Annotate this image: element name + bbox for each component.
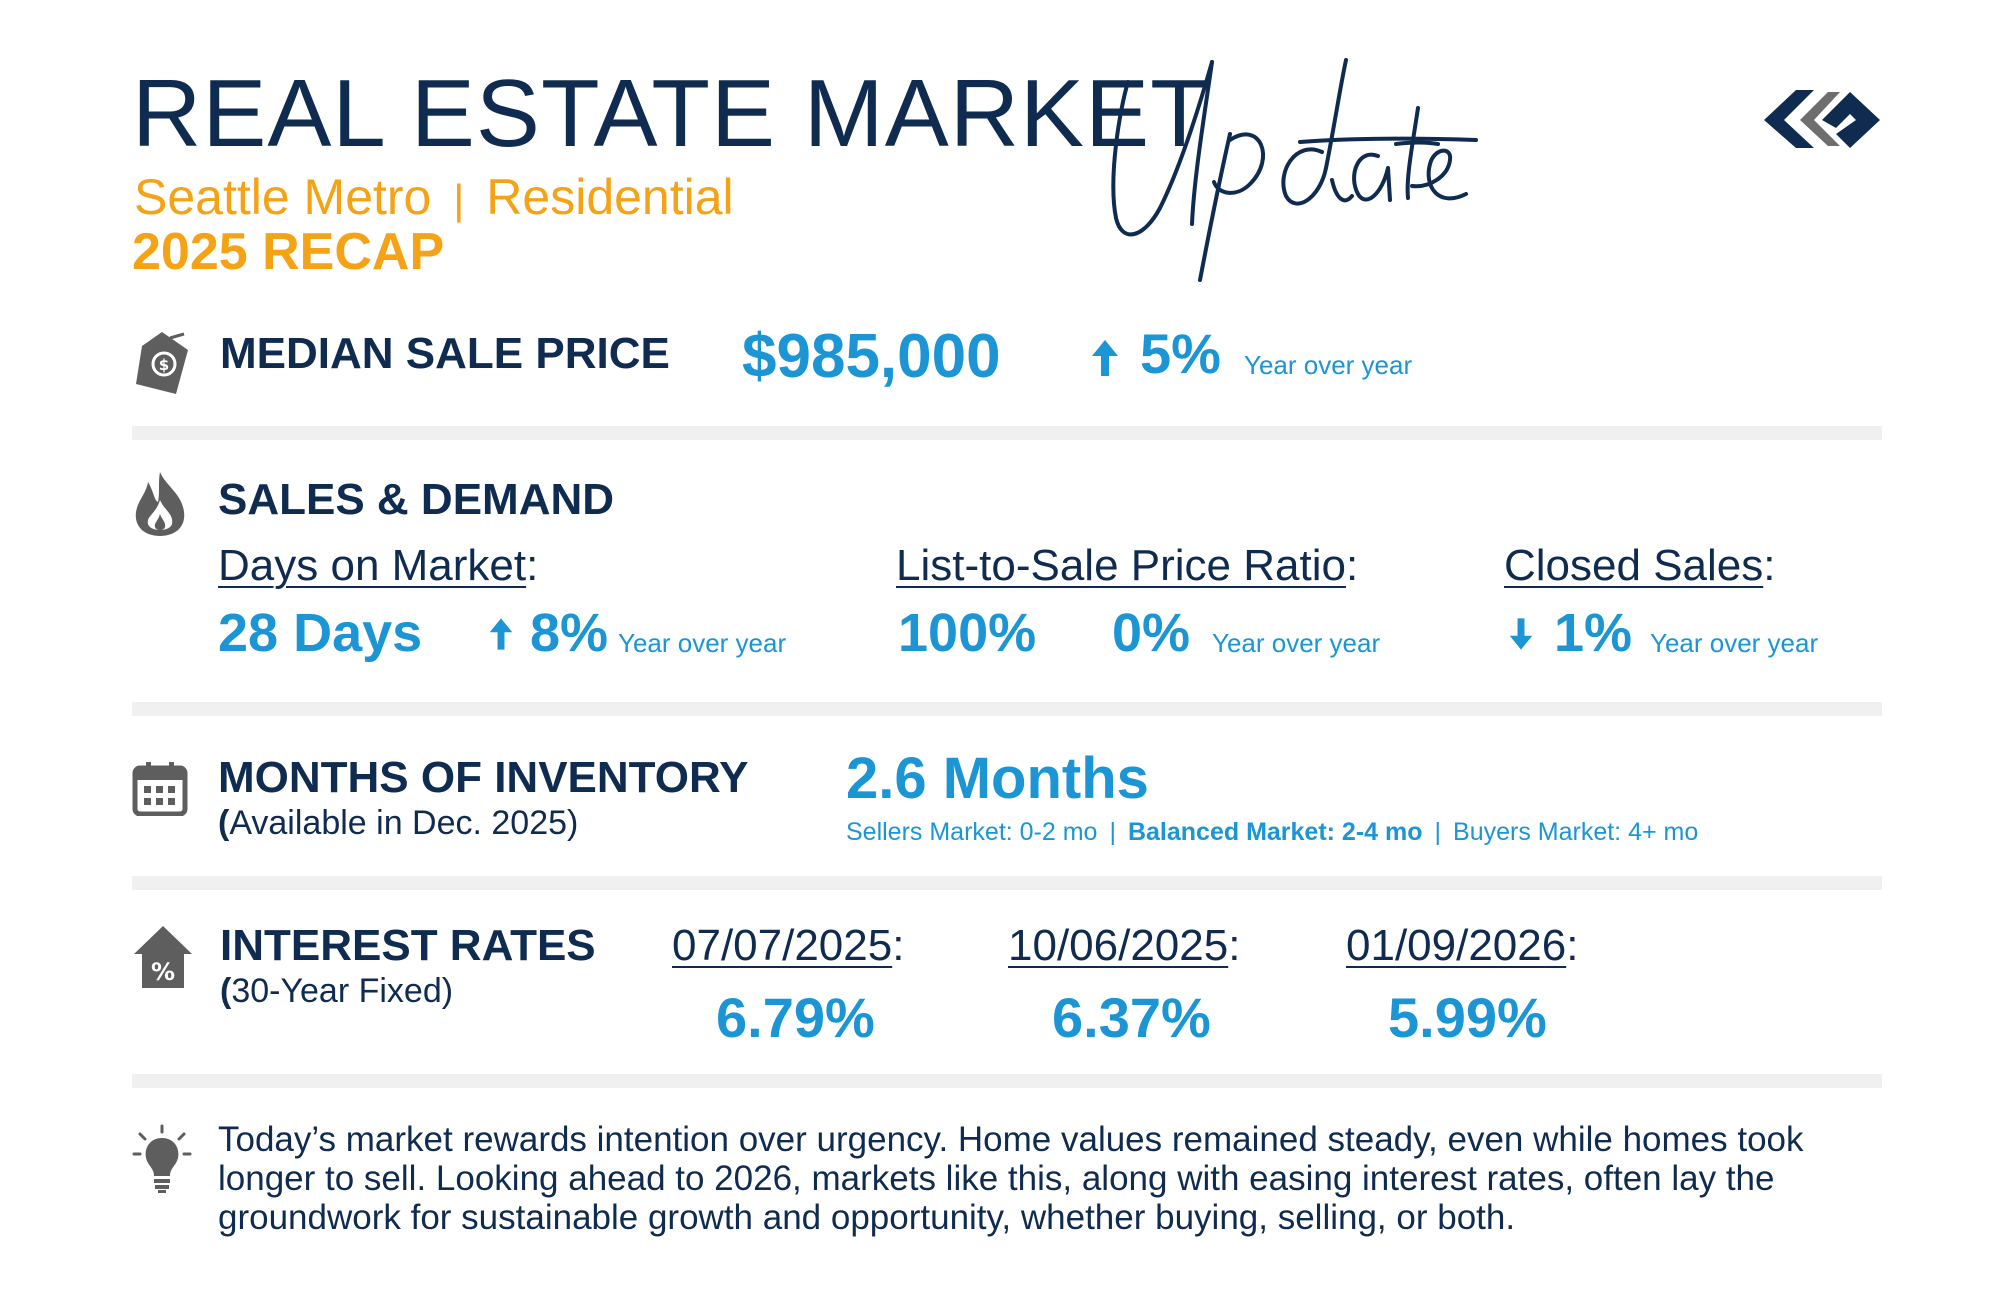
page-title: REAL ESTATE MARKET [132,60,1210,167]
median-sale-price-heading: MEDIAN SALE PRICE [220,329,670,378]
lightbulb-icon [132,1124,192,1193]
label-colon: : [892,921,905,970]
list-to-sale-change: 0% [1112,603,1191,663]
closing-message: Today’s market rewards intention over ur… [218,1120,1804,1237]
label-colon: : [1228,921,1241,970]
brand-logo [1764,90,1880,148]
rate-date-1: 07/07/2025: [672,924,904,968]
balanced-market-range: Balanced Market: 2-4 mo [1127,818,1423,846]
note-text: 30-Year Fixed) [231,972,454,1010]
note-paren: ( [218,804,230,842]
buyers-market-range: Buyers Market: 4+ mo [1453,818,1699,846]
label-colon: : [1763,541,1776,590]
median-sale-price-yoy-label: Year over year [1244,350,1413,380]
median-sale-price-change: 5% [1140,322,1221,385]
recap-label: 2025 RECAP [132,223,445,281]
interest-rates-heading: INTEREST RATES [220,921,596,970]
market-scale: Sellers Market: 0-2 mo | Balanced Market: … [846,820,1698,845]
days-on-market-change: 8% [530,603,609,663]
rate-value-1: 6.79% [716,986,875,1049]
rate-value-3: 5.99% [1388,986,1547,1049]
months-of-inventory-note: (Available in Dec. 2025) [218,806,578,840]
closed-sales-yoy-label: Year over year [1650,628,1819,658]
rate-date-text: 01/09/2026 [1346,921,1567,970]
scale-separator: | [1109,818,1116,846]
days-on-market-label: Days on Market: [218,544,538,588]
svg-text:%: % [151,958,175,986]
segment-label: Residential [486,169,734,225]
update-script-word [1111,58,1478,282]
rate-value-2: 6.37% [1052,986,1211,1049]
months-of-inventory-heading: MONTHS OF INVENTORY [218,753,749,802]
subtitle-divider: | [453,176,465,223]
closed-sales-label: Closed Sales: [1504,544,1776,588]
days-on-market-value: 28 Days [218,603,423,663]
median-sale-price-value: $985,000 [742,322,1001,391]
rate-date-text: 07/07/2025 [672,921,893,970]
rate-date-text: 10/06/2025 [1008,921,1229,970]
house-percent-icon: % [134,926,192,988]
fire-icon [135,472,185,536]
list-to-sale-value: 100% [898,603,1037,663]
list-to-sale-label-text: List-to-Sale Price Ratio [896,541,1346,590]
scale-separator: | [1434,818,1442,846]
region-label: Seattle Metro [134,169,432,225]
arrow-up-icon [489,618,513,650]
section-divider [132,1074,1882,1088]
section-divider [132,426,1882,440]
label-colon: : [1566,921,1579,970]
days-on-market-yoy-label: Year over year [618,628,787,658]
list-to-sale-label: List-to-Sale Price Ratio: [896,544,1358,588]
sellers-market-range: Sellers Market: 0-2 mo [846,818,1098,846]
days-on-market-label-text: Days on Market [218,541,527,590]
svg-text:$: $ [159,356,169,374]
subtitle: Seattle Metro | Residential [134,172,734,222]
arrow-down-icon [1509,618,1533,650]
list-to-sale-yoy-label: Year over year [1212,628,1381,658]
price-tag-icon: $ [136,332,188,394]
interest-rates-note: (30-Year Fixed) [220,974,453,1008]
note-paren: ( [220,972,232,1010]
rate-date-3: 01/09/2026: [1346,924,1578,968]
label-colon: : [1345,541,1359,590]
label-colon: : [526,541,539,590]
calendar-icon [132,762,188,816]
section-divider [132,702,1882,716]
arrow-up-icon [1092,340,1118,376]
closed-sales-change: 1% [1554,603,1633,663]
closed-sales-label-text: Closed Sales [1504,541,1764,590]
months-of-inventory-value: 2.6 Months [846,746,1149,811]
rate-date-2: 10/06/2025: [1008,924,1240,968]
note-text: Available in Dec. 2025) [229,804,579,842]
section-divider [132,876,1882,890]
sales-demand-heading: SALES & DEMAND [218,475,615,524]
